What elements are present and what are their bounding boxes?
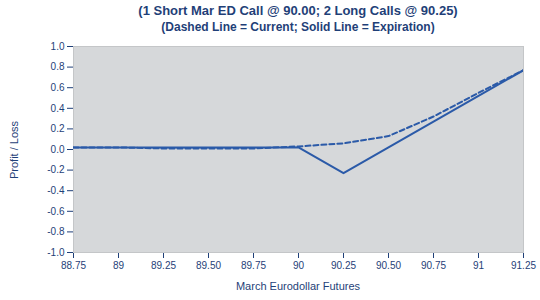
svg-text:91: 91 [473,260,485,271]
svg-text:-0.6: -0.6 [47,206,65,217]
svg-text:-0.4: -0.4 [47,185,65,196]
svg-text:91.25: 91.25 [511,260,536,271]
html-text:(1 Short Mar ED Call @ 90.00;: (1 Short Mar ED Call @ 90.00; 2 Long Cal… [138,3,458,18]
svg-text:-0.2: -0.2 [47,164,65,175]
svg-text:90.25: 90.25 [331,260,356,271]
svg-text:89.25: 89.25 [151,260,176,271]
svg-text:88.75: 88.75 [61,260,86,271]
svg-text:90.50: 90.50 [376,260,401,271]
html-text:March Eurodollar Futures: March Eurodollar Futures [235,280,360,292]
svg-text:-1.0: -1.0 [47,247,65,258]
svg-text:0.2: 0.2 [51,123,65,134]
svg-text:89: 89 [113,260,125,271]
svg-text:0.0: 0.0 [51,144,65,155]
svg-text:-0.8: -0.8 [47,226,65,237]
svg-text:90: 90 [293,260,305,271]
svg-text:1.0: 1.0 [51,41,65,52]
svg-text:0.6: 0.6 [51,82,65,93]
svg-text:90.75: 90.75 [421,260,446,271]
html-text:(Dashed Line = Current; Solid: (Dashed Line = Current; Solid Line = Exp… [161,20,435,34]
svg-text:0.4: 0.4 [51,103,65,114]
svg-text:89.50: 89.50 [196,260,221,271]
html-text:Profit / Loss: Profit / Loss [8,121,20,179]
svg-text:0.8: 0.8 [51,61,65,72]
svg-text:89.75: 89.75 [241,260,266,271]
